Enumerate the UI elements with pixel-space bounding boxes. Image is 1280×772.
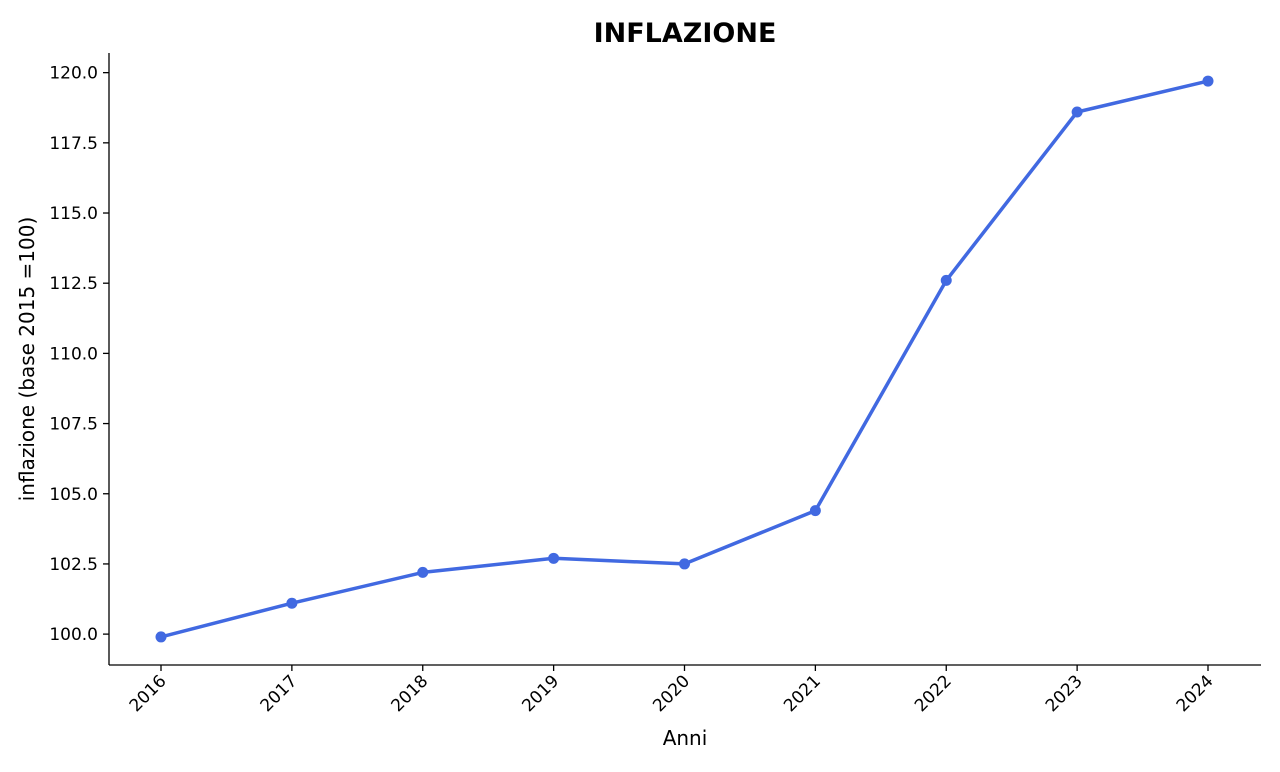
x-tick-label: 2021 (780, 671, 825, 716)
data-point (155, 631, 167, 643)
x-tick-label: 2024 (1173, 671, 1218, 716)
chart-title: INFLAZIONE (594, 18, 777, 49)
y-tick-label: 117.5 (49, 134, 98, 154)
x-tick-label: 2022 (911, 671, 956, 716)
y-tick-label: 110.0 (49, 344, 98, 364)
x-tick-label: 2016 (126, 671, 171, 716)
x-tick-label: 2019 (518, 671, 563, 716)
series-layer (155, 75, 1214, 643)
x-tick-label: 2023 (1042, 671, 1087, 716)
x-tick-label: 2020 (649, 671, 694, 716)
data-point (286, 597, 298, 609)
data-point (1202, 75, 1214, 87)
data-point (548, 552, 560, 564)
y-tick-label: 120.0 (49, 64, 98, 84)
y-axis-ticks: 100.0 102.5 105.0 107.5 110.0 112.5 115.0 117.5… (49, 64, 109, 645)
data-point (417, 566, 429, 578)
data-point (679, 558, 690, 570)
series-line (159, 79, 1210, 639)
y-tick-label: 112.5 (49, 274, 98, 294)
data-point (1071, 106, 1083, 118)
x-tick-label: 2018 (388, 671, 433, 716)
y-axis-label: inflazione (base 2015 =100) (15, 217, 39, 502)
data-point (809, 505, 821, 517)
y-tick-label: 107.5 (49, 415, 98, 435)
y-tick-label: 105.0 (49, 485, 98, 505)
x-axis-label: Anni (663, 726, 708, 750)
x-axis-ticks: 2016 2017 2018 2019 2020 2021 2022 2023 2024 (126, 665, 1218, 716)
x-tick-label: 2017 (257, 671, 302, 716)
y-tick-label: 115.0 (49, 204, 98, 224)
axes (108, 53, 1261, 666)
y-tick-label: 100.0 (49, 625, 98, 645)
data-point (940, 274, 952, 286)
y-tick-label: 102.5 (49, 555, 98, 575)
